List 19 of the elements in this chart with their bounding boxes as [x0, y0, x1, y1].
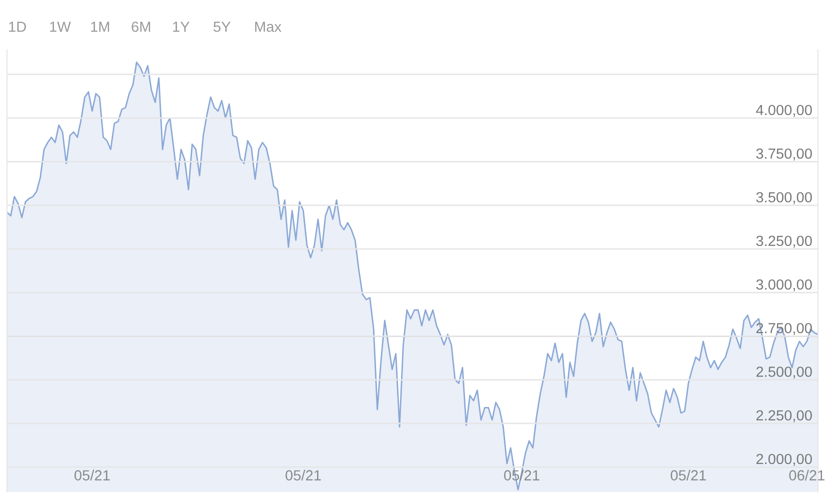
- y-tick-label: 3.250,00: [756, 236, 812, 248]
- x-tick-label: 05/21: [74, 470, 110, 480]
- y-tick-label: 2.500,00: [756, 366, 812, 379]
- text: 1D: [9, 22, 26, 32]
- x-tick-label: 05/21: [286, 470, 321, 480]
- x-tick-label: 05/21: [670, 470, 706, 480]
- y-tick-label: 3.000,00: [756, 279, 812, 292]
- x-tick-label: 06/21: [789, 470, 824, 480]
- y-tick-label: 2.250,00: [756, 410, 812, 422]
- text: 6M: [132, 22, 150, 32]
- text: 1W: [50, 22, 71, 32]
- text: 1M: [91, 22, 110, 32]
- text: 1Y: [173, 22, 190, 32]
- y-tick-label: 3.750,00: [756, 148, 812, 161]
- y-tick-label: 2.000,00: [756, 454, 812, 466]
- text: Max: [255, 22, 282, 32]
- text: 5Y: [214, 22, 231, 32]
- y-tick-label: 3.500,00: [756, 192, 812, 204]
- y-tick-label: 4.000,00: [756, 104, 812, 117]
